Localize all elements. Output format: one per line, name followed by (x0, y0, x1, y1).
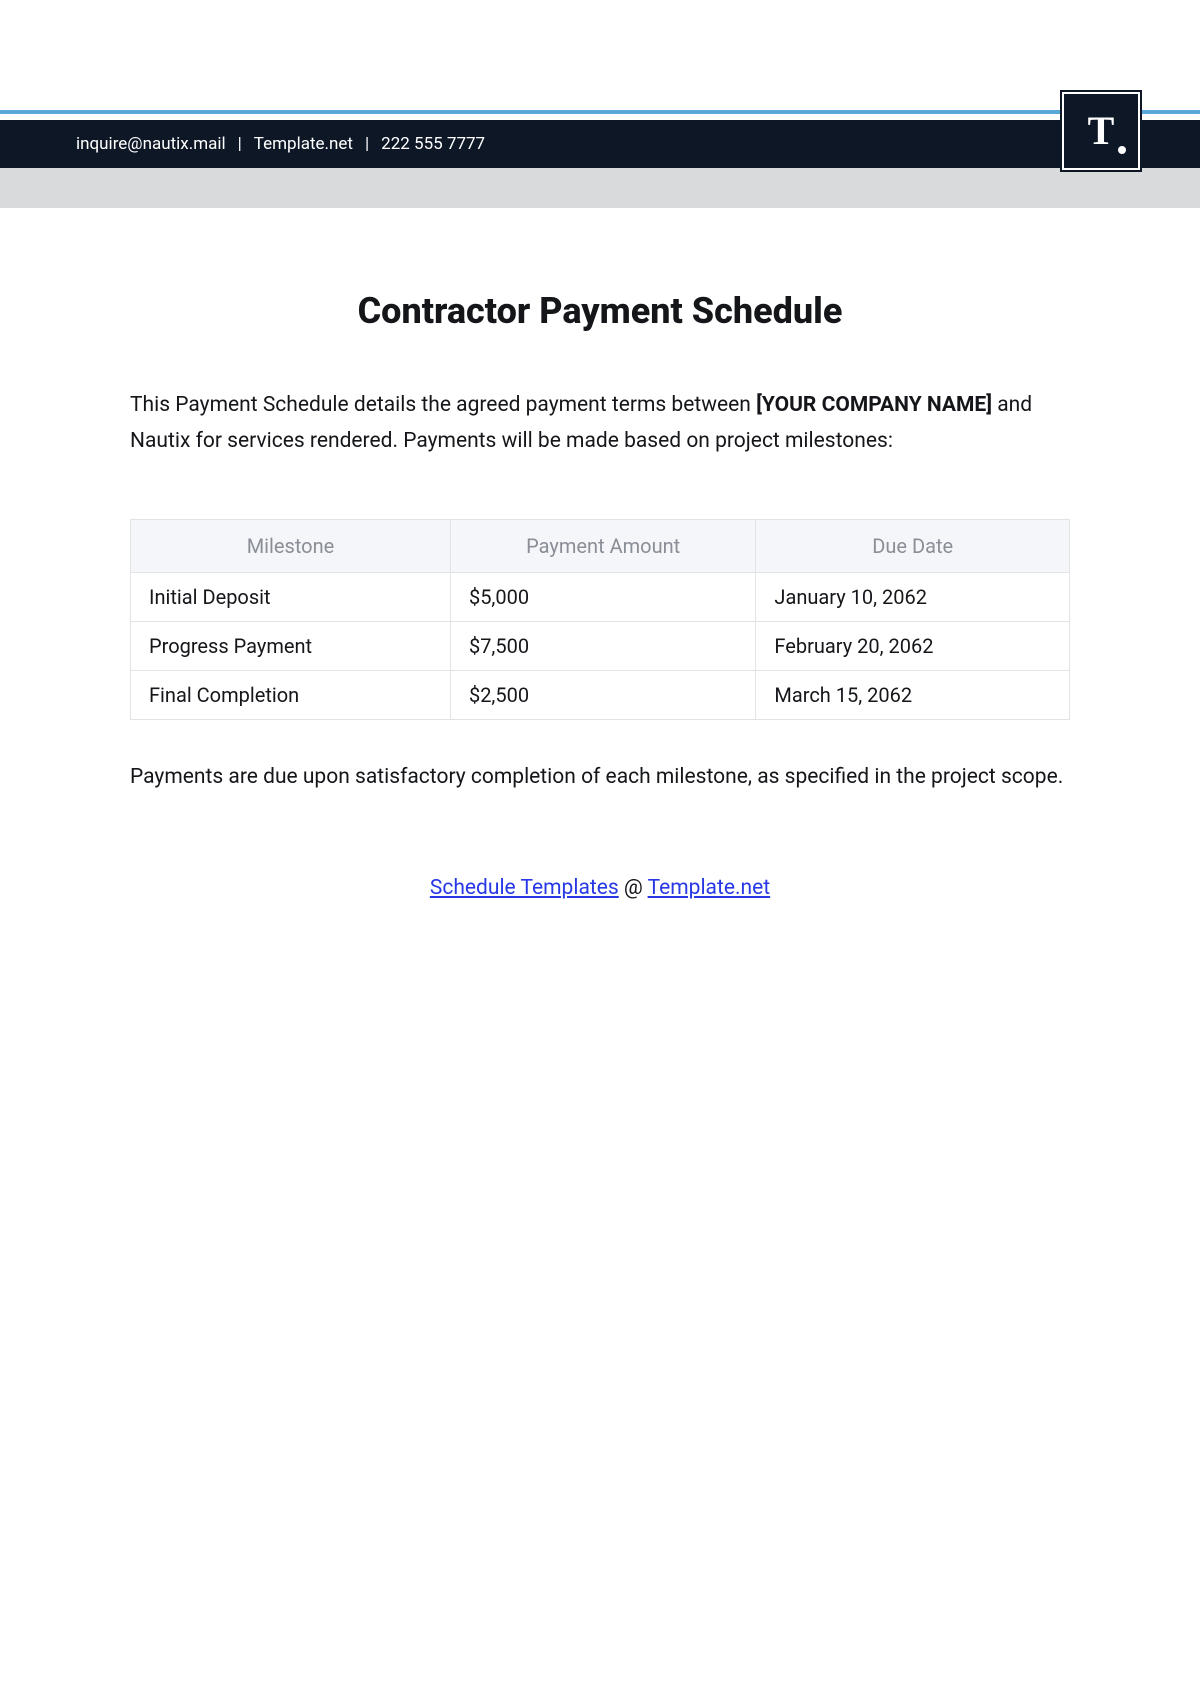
col-milestone: Milestone (131, 520, 451, 573)
cell-amount: $2,500 (450, 671, 755, 720)
separator: | (365, 134, 369, 154)
footer-links: Schedule Templates @ Template.net (130, 876, 1070, 900)
header-bar: inquire@nautix.mail | Template.net | 222… (0, 120, 1200, 168)
cell-date: March 15, 2062 (756, 671, 1070, 720)
col-amount: Payment Amount (450, 520, 755, 573)
cell-amount: $5,000 (450, 573, 755, 622)
col-due-date: Due Date (756, 520, 1070, 573)
document-content: Contractor Payment Schedule This Payment… (130, 290, 1070, 900)
footnote-text: Payments are due upon satisfactory compl… (130, 760, 1070, 796)
header-email: inquire@nautix.mail (76, 134, 226, 154)
schedule-templates-link[interactable]: Schedule Templates (430, 876, 619, 900)
table-header-row: Milestone Payment Amount Due Date (131, 520, 1070, 573)
table-row: Progress Payment $7,500 February 20, 206… (131, 622, 1070, 671)
payment-table: Milestone Payment Amount Due Date Initia… (130, 519, 1070, 720)
page-title: Contractor Payment Schedule (130, 290, 1070, 332)
cell-date: February 20, 2062 (756, 622, 1070, 671)
header-accent-line (0, 110, 1200, 114)
cell-milestone: Progress Payment (131, 622, 451, 671)
logo-icon: T (1062, 92, 1140, 170)
intro-text-1: This Payment Schedule details the agreed… (130, 393, 756, 417)
header-phone: 222 555 7777 (381, 134, 485, 154)
logo-dot (1118, 146, 1126, 154)
intro-paragraph: This Payment Schedule details the agreed… (130, 388, 1070, 459)
separator: | (238, 134, 242, 154)
table-row: Final Completion $2,500 March 15, 2062 (131, 671, 1070, 720)
header-gray-band (0, 168, 1200, 208)
table-row: Initial Deposit $5,000 January 10, 2062 (131, 573, 1070, 622)
cell-milestone: Initial Deposit (131, 573, 451, 622)
cell-date: January 10, 2062 (756, 573, 1070, 622)
header-site: Template.net (254, 134, 353, 154)
company-placeholder: [YOUR COMPANY NAME] (756, 393, 992, 417)
cell-amount: $7,500 (450, 622, 755, 671)
logo-letter: T (1088, 111, 1115, 151)
cell-milestone: Final Completion (131, 671, 451, 720)
template-net-link[interactable]: Template.net (648, 876, 771, 900)
at-separator: @ (619, 876, 648, 900)
